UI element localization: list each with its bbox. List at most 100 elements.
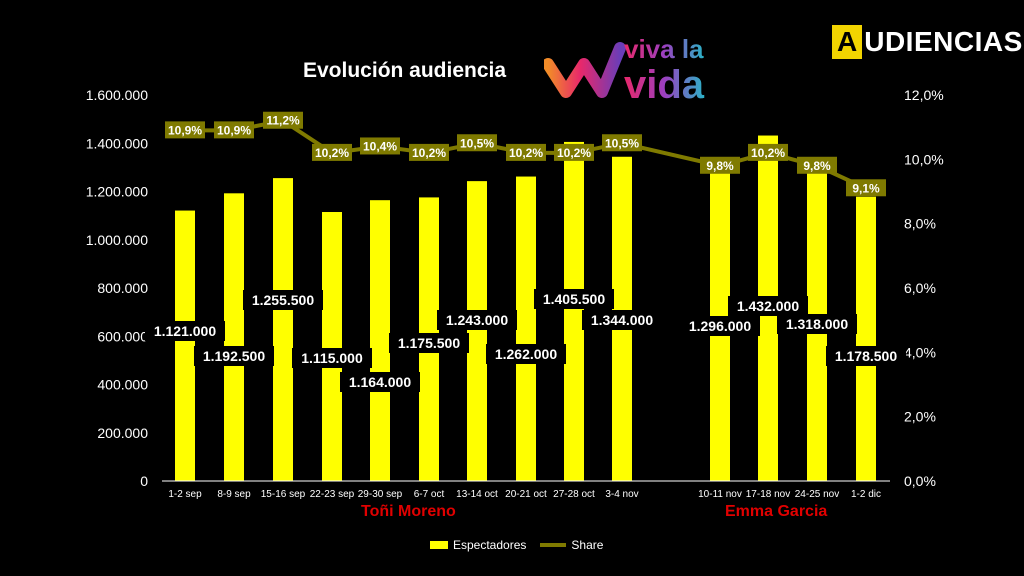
y-left-tick-label: 1.400.000	[86, 135, 148, 151]
y-right-tick-label: 6,0%	[904, 280, 936, 296]
legend-swatch-bar	[430, 541, 448, 549]
x-tick-label: 15-16 sep	[261, 489, 306, 500]
bar	[322, 212, 342, 481]
bar-label-bg	[486, 344, 566, 364]
share-point-marker	[165, 121, 205, 139]
y-right-tick-label: 4,0%	[904, 344, 936, 360]
x-tick-label: 1-2 sep	[168, 489, 202, 500]
bar-value-label: 1.175.500	[398, 335, 460, 351]
share-point-marker	[506, 143, 546, 161]
bar-label-bg	[145, 321, 225, 341]
bar-value-label: 1.192.500	[203, 348, 265, 364]
share-point-marker	[554, 143, 594, 161]
x-tick-label: 27-28 oct	[553, 489, 595, 500]
share-point-marker	[700, 156, 740, 174]
share-value-label: 10,2%	[412, 146, 446, 160]
bar-label-bg	[437, 310, 517, 330]
logo-line1: viva la	[624, 34, 704, 64]
legend-label-line: Share	[571, 538, 604, 552]
x-tick-label: 29-30 sep	[358, 489, 403, 500]
share-point-marker	[312, 143, 352, 161]
y-left-tick-label: 400.000	[97, 377, 148, 393]
x-tick-label: 20-21 oct	[505, 489, 547, 500]
bar	[467, 181, 487, 481]
x-tick-label: 24-25 nov	[795, 489, 839, 500]
x-tick-label: 6-7 oct	[414, 489, 445, 500]
bar-value-label: 1.121.000	[154, 323, 216, 339]
bar	[516, 176, 536, 482]
share-point-marker	[846, 179, 886, 197]
logo-line2: vida	[624, 63, 705, 104]
share-point-marker	[360, 137, 400, 155]
bar-labels: 1.121.000 1.192.500 1.255.500 1.115.000 1.16…	[145, 289, 906, 392]
y-right-tick-label: 8,0%	[904, 216, 936, 232]
bar-value-label: 1.318.000	[786, 316, 848, 332]
share-value-label: 10,4%	[363, 139, 397, 153]
bar-label-bg	[534, 289, 614, 309]
bar-label-bg	[194, 346, 274, 366]
bar	[273, 178, 293, 481]
y-left-tick-label: 200.000	[97, 425, 148, 441]
share-point-marker	[457, 134, 497, 152]
y-left-tick-label: 800.000	[97, 280, 148, 296]
bar	[370, 200, 390, 481]
bar-value-label: 1.115.000	[301, 350, 363, 366]
y-right-axis: 0,0% 2,0% 4,0% 6,0% 8,0% 10,0% 12,0%	[904, 87, 944, 489]
x-tick-label: 13-14 oct	[456, 489, 498, 500]
share-value-label: 10,2%	[509, 146, 543, 160]
y-left-tick-label: 1.200.000	[86, 184, 148, 200]
audiencias-brand: A UDIENCIAS	[832, 25, 1023, 59]
x-tick-label: 1-2 dic	[851, 489, 881, 500]
bar	[564, 141, 584, 481]
bar-value-label: 1.262.000	[495, 346, 557, 362]
bar-label-bg	[243, 290, 323, 310]
share-point-marker	[602, 134, 642, 152]
share-point-marker	[214, 121, 254, 139]
share-value-label: 10,2%	[557, 146, 591, 160]
bar	[856, 196, 876, 481]
share-value-label: 10,9%	[217, 123, 251, 137]
bar-value-label: 1.296.000	[689, 318, 751, 334]
bar-value-label: 1.164.000	[349, 374, 411, 390]
bar-label-bg	[826, 346, 906, 366]
bar-value-label: 1.432.000	[737, 298, 799, 314]
y-left-tick-label: 600.000	[97, 328, 148, 344]
share-value-label: 11,2%	[266, 114, 300, 128]
y-right-tick-label: 10,0%	[904, 151, 944, 167]
bar-label-bg	[777, 314, 857, 334]
x-tick-label: 22-23 sep	[310, 489, 355, 500]
brand-first-letter: A	[832, 25, 863, 59]
viva-la-vida-logo: viva la vida	[544, 34, 705, 104]
legend-swatch-line	[540, 543, 567, 547]
share-value-label: 10,9%	[168, 123, 202, 137]
y-right-tick-label: 0,0%	[904, 473, 936, 489]
y-left-tick-label: 0	[140, 473, 148, 489]
share-value-label: 10,5%	[605, 136, 639, 150]
bar-label-bg	[728, 296, 808, 316]
bar-value-label: 1.255.500	[252, 292, 314, 308]
bar-label-bg	[292, 348, 372, 368]
brand-rest: UDIENCIAS	[864, 26, 1023, 57]
bar-value-label: 1.405.500	[543, 291, 605, 307]
share-point-marker	[263, 111, 303, 129]
share-line-series: 10,9% 10,9% 11,2% 10,2% 10,4% 10,2% 10,5% 10,2%…	[165, 111, 886, 197]
bar-label-bg	[340, 372, 420, 392]
bar-value-label: 1.344.000	[591, 312, 653, 328]
bar	[175, 210, 195, 481]
bar-value-label: 1.243.000	[446, 312, 508, 328]
presenter-label-1: Toñi Moreno	[361, 503, 456, 520]
share-value-label: 9,8%	[706, 159, 734, 173]
y-right-tick-label: 12,0%	[904, 87, 944, 103]
x-tick-label: 10-11 nov	[698, 489, 742, 500]
share-value-label: 10,2%	[315, 146, 349, 160]
share-point-marker	[748, 143, 788, 161]
y-right-tick-label: 2,0%	[904, 409, 936, 425]
chart-legend: Espectadores Share	[430, 538, 603, 552]
share-point-marker	[409, 143, 449, 161]
bar-label-bg	[582, 310, 662, 330]
legend-label-bar: Espectadores	[453, 538, 527, 552]
bar-label-bg	[389, 333, 469, 353]
y-left-axis: 0 200.000 400.000 600.000 800.000 1.000.000 1.…	[86, 87, 149, 489]
